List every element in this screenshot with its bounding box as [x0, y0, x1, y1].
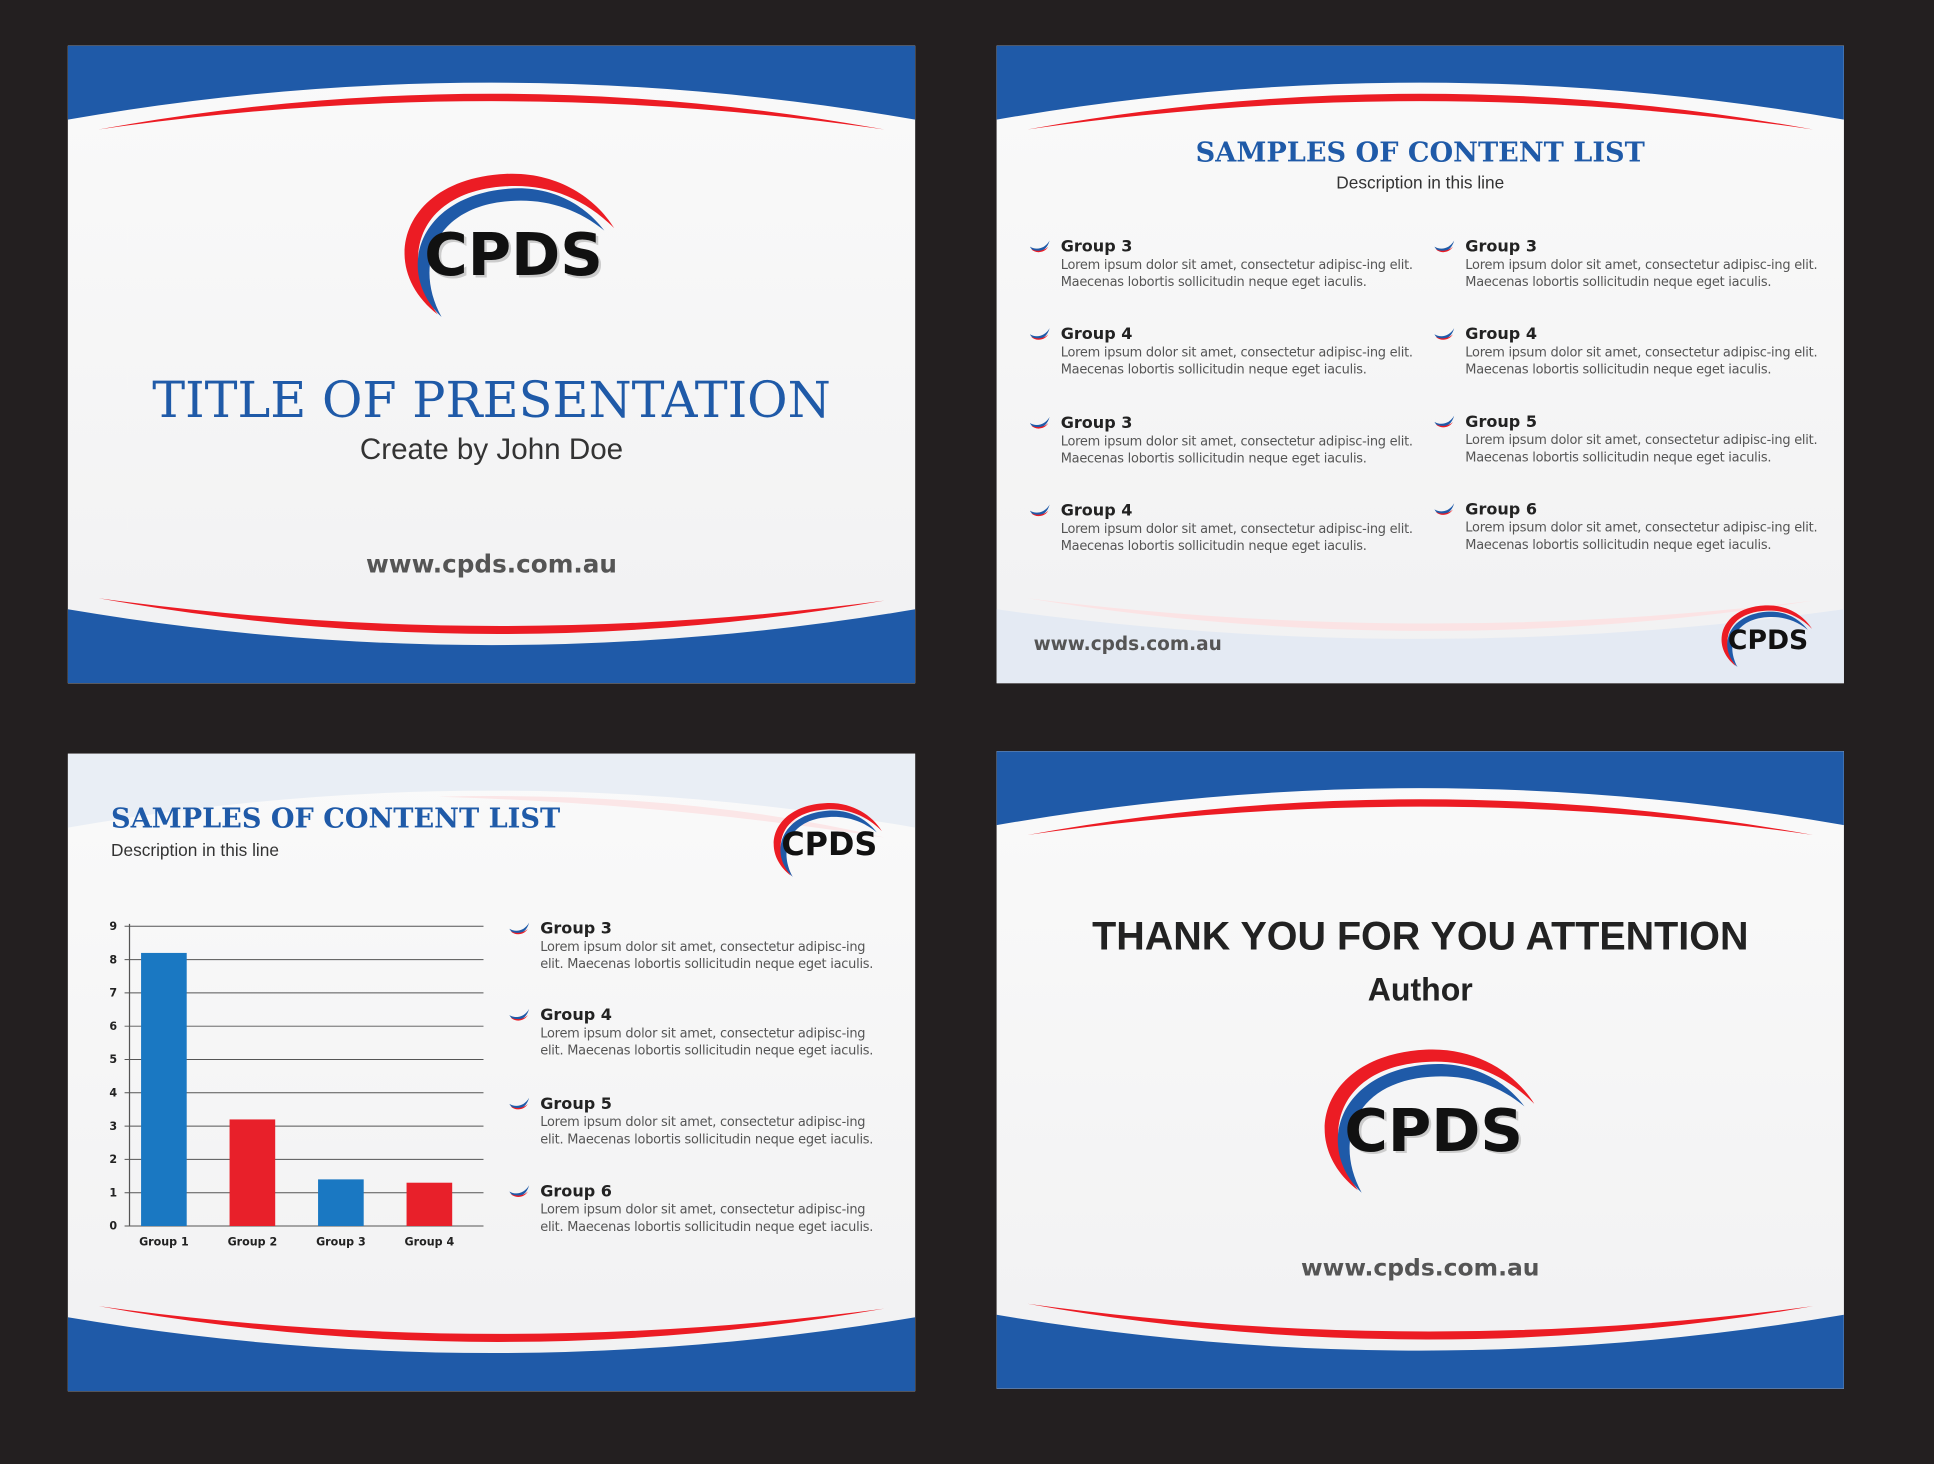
- presentation-subtitle: Create by John Doe: [359, 432, 624, 467]
- slide-thank-you[interactable]: THANK YOU FOR YOU ATTENTION Author CPDS …: [996, 751, 1844, 1389]
- list-item-heading: Group 4: [1465, 325, 1538, 345]
- y-tick-label: 6: [109, 1020, 117, 1033]
- y-tick-label: 7: [109, 987, 117, 1000]
- list-item-body: Lorem ipsum dolor sit amet, consectetur …: [1465, 345, 1818, 378]
- y-tick-label: 5: [109, 1053, 117, 1066]
- slide-description: Description in this line: [1336, 172, 1505, 193]
- list-item-body: Lorem ipsum dolor sit amet, consectetur …: [1060, 345, 1413, 378]
- y-tick-label: 1: [109, 1186, 117, 1199]
- slide-decoration: [996, 45, 1844, 684]
- list-item-heading: Group 4: [1060, 325, 1133, 345]
- slide-heading: SAMPLES OF CONTENT LIST: [111, 802, 561, 836]
- thank-you-title: THANK YOU FOR YOU ATTENTION: [1092, 913, 1749, 959]
- y-tick-label: 4: [109, 1086, 117, 1099]
- swoosh-bullet-icon: [1433, 327, 1455, 342]
- presentation-title: TITLE OF PRESENTATION: [152, 372, 831, 430]
- list-item-heading: Group 3: [540, 920, 612, 939]
- list-item: Group 5 Lorem ipsum dolor sit amet, cons…: [540, 1095, 892, 1148]
- list-item-heading: Group 4: [540, 1006, 612, 1025]
- swoosh-bullet-icon: [1029, 503, 1051, 518]
- swoosh-bullet-icon: [1029, 239, 1051, 254]
- bar: [406, 1182, 453, 1226]
- swoosh-bullet-icon: [1433, 239, 1455, 254]
- cpds-logo: CPDS: [762, 800, 883, 876]
- svg-text:CPDS: CPDS: [1728, 625, 1808, 656]
- y-tick-label: 9: [109, 920, 117, 933]
- list-item-body: Lorem ipsum dolor sit amet, consectetur …: [1465, 520, 1818, 553]
- swoosh-bullet-icon: [508, 1008, 530, 1023]
- list-item-body: Lorem ipsum dolor sit amet, consectetur …: [540, 939, 874, 972]
- svg-text:CPDS: CPDS: [781, 826, 877, 863]
- website-url: www.cpds.com.au: [1301, 1254, 1540, 1282]
- swoosh-bullet-icon: [1433, 414, 1455, 429]
- website-url: www.cpds.com.au: [1033, 632, 1222, 655]
- cpds-logo: CPDS: [1712, 603, 1813, 667]
- list-item: Group 4 Lorem ipsum dolor sit amet, cons…: [1061, 326, 1419, 379]
- swoosh-bullet-icon: [1029, 327, 1051, 342]
- y-tick-label: 8: [109, 953, 117, 966]
- list-item: Group 3 Lorem ipsum dolor sit amet, cons…: [1061, 414, 1419, 467]
- svg-text:CPDS: CPDS: [1344, 1096, 1523, 1165]
- y-tick-label: 0: [109, 1220, 117, 1233]
- list-item-heading: Group 6: [540, 1182, 612, 1202]
- slide-heading: SAMPLES OF CONTENT LIST: [1195, 136, 1645, 169]
- bar: [318, 1179, 364, 1226]
- list-item-body: Lorem ipsum dolor sit amet, consectetur …: [540, 1114, 874, 1148]
- list-item-heading: Group 3: [1465, 238, 1538, 257]
- slide-decoration: [67, 45, 916, 684]
- slide-description: Description in this line: [111, 839, 279, 860]
- slide-content-list[interactable]: SAMPLES OF CONTENT LIST Description in t…: [996, 45, 1844, 684]
- x-tick-label: Group 2: [228, 1236, 278, 1249]
- list-item-heading: Group 5: [540, 1095, 612, 1114]
- list-item-heading: Group 3: [1060, 414, 1133, 433]
- bar-chart: 0 1 2 3 4 5 6 7 8 9 Group 1 Group 2 Group 3 Group 4: [109, 920, 484, 1249]
- cpds-logo: CPDS CPDS: [382, 169, 616, 317]
- bar: [229, 1119, 276, 1226]
- swoosh-bullet-icon: [508, 1096, 530, 1111]
- list-item: Group 5 Lorem ipsum dolor sit amet, cons…: [1465, 413, 1823, 466]
- list-item-heading: Group 3: [1060, 238, 1133, 257]
- x-tick-label: Group 1: [139, 1236, 189, 1249]
- swoosh-bullet-icon: [1029, 416, 1051, 431]
- list-item-heading: Group 5: [1465, 413, 1538, 432]
- list-item-body: Lorem ipsum dolor sit amet, consectetur …: [1060, 521, 1413, 554]
- swoosh-bullet-icon: [508, 1184, 530, 1199]
- list-item: Group 4 Lorem ipsum dolor sit amet, cons…: [540, 1006, 892, 1059]
- list-item: Group 3 Lorem ipsum dolor sit amet, cons…: [540, 920, 892, 973]
- y-tick-label: 3: [109, 1120, 117, 1133]
- svg-text:CPDS: CPDS: [424, 220, 603, 289]
- list-item: Group 3 Lorem ipsum dolor sit amet, cons…: [1465, 238, 1823, 291]
- cpds-logo: CPDS CPDS: [1302, 1045, 1536, 1193]
- swoosh-bullet-icon: [508, 921, 530, 936]
- slide-decoration: [67, 753, 916, 1392]
- slide-decoration: [996, 751, 1844, 1389]
- list-item-body: Lorem ipsum dolor sit amet, consectetur …: [1465, 257, 1818, 290]
- list-item-heading: Group 4: [1060, 501, 1133, 521]
- list-item-body: Lorem ipsum dolor sit amet, consectetur …: [540, 1026, 874, 1059]
- list-item-body: Lorem ipsum dolor sit amet, consectetur …: [540, 1202, 874, 1235]
- list-item: Group 6 Lorem ipsum dolor sit amet, cons…: [540, 1183, 892, 1236]
- list-item: Group 4 Lorem ipsum dolor sit amet, cons…: [1061, 502, 1419, 555]
- svg-text:CPDS: CPDS: [1347, 1098, 1526, 1167]
- list-item-body: Lorem ipsum dolor sit amet, consectetur …: [1060, 434, 1413, 467]
- x-tick-label: Group 3: [316, 1236, 366, 1249]
- svg-text:CPDS: CPDS: [427, 223, 606, 292]
- slide-chart[interactable]: SAMPLES OF CONTENT LIST Description in t…: [67, 753, 916, 1392]
- website-url: www.cpds.com.au: [365, 548, 618, 579]
- x-tick-label: Group 4: [405, 1236, 455, 1249]
- swoosh-bullet-icon: [1433, 502, 1455, 517]
- list-item-heading: Group 6: [1465, 500, 1538, 520]
- bar: [141, 952, 187, 1226]
- list-item: Group 4 Lorem ipsum dolor sit amet, cons…: [1465, 326, 1823, 379]
- y-tick-label: 2: [109, 1153, 117, 1166]
- list-item-body: Lorem ipsum dolor sit amet, consectetur …: [1465, 432, 1818, 465]
- slide-title[interactable]: CPDS CPDS TITLE OF PRESENTATION Create b…: [67, 45, 916, 684]
- list-item: Group 6 Lorem ipsum dolor sit amet, cons…: [1465, 501, 1823, 554]
- list-item-body: Lorem ipsum dolor sit amet, consectetur …: [1060, 257, 1413, 290]
- list-item: Group 3 Lorem ipsum dolor sit amet, cons…: [1061, 238, 1419, 291]
- author-name: Author: [1367, 970, 1473, 1008]
